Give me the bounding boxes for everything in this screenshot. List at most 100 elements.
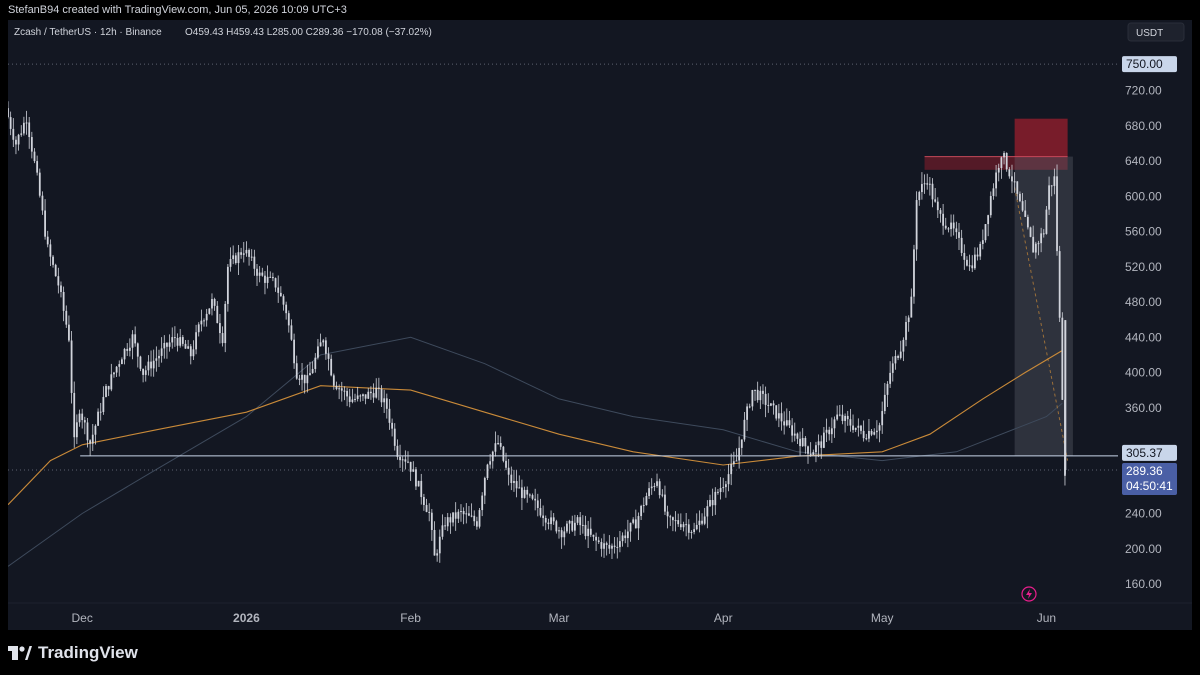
candle-body [335, 385, 338, 390]
candle-body [332, 375, 335, 386]
candle-body [192, 349, 195, 357]
candle-body [1000, 157, 1003, 168]
candle-body [523, 489, 526, 498]
candle-body [359, 395, 362, 397]
candle-body [306, 375, 309, 384]
candle-body [881, 411, 884, 426]
candle-body [121, 359, 123, 365]
chart-panel[interactable]: 160.00 200.00 240.00 360.00 400.00 440.00 480.… [8, 20, 1192, 630]
candle-body [94, 425, 97, 435]
candle-body [166, 342, 168, 347]
candle-body [579, 517, 582, 526]
candle-body [15, 139, 17, 145]
candle-body [311, 368, 314, 374]
candle-body [240, 252, 243, 255]
candle-body [931, 183, 934, 200]
candle-body [242, 253, 245, 255]
alert-icon[interactable] [1021, 586, 1037, 602]
price-tick-label: 360.00 [1125, 401, 1162, 415]
candle-body [645, 496, 648, 506]
legend-ohlc: O459.43 H459.43 L285.00 C289.36 −170.08 … [185, 27, 432, 38]
measure-zone [1014, 156, 1073, 456]
candle-body [1011, 176, 1013, 182]
candle-body [438, 536, 441, 554]
candle-body [836, 414, 839, 420]
candle-body [317, 346, 319, 358]
candle-body [772, 403, 775, 406]
candle-body [576, 517, 579, 523]
candle-body [17, 134, 20, 145]
candle-body [807, 446, 809, 454]
candle-body [981, 240, 984, 244]
candle-body [544, 518, 547, 523]
candle-body [176, 337, 179, 346]
candle-body [134, 334, 137, 344]
candle-body [113, 372, 115, 375]
candle-body [1013, 181, 1016, 183]
candle-body [854, 427, 857, 430]
candle-body [314, 357, 317, 369]
candle-body [46, 236, 49, 245]
candle-body [573, 522, 576, 531]
candle-body [75, 422, 78, 438]
axes-layer: 160.00 200.00 240.00 360.00 400.00 440.00 480.… [8, 84, 1192, 625]
candle-body [282, 296, 285, 305]
candle-body [539, 507, 542, 516]
candle-body [809, 453, 812, 455]
candle-body [555, 521, 558, 532]
candle-body [481, 495, 484, 511]
candle-body [261, 272, 264, 276]
candle-body [571, 520, 574, 531]
candle-body [581, 524, 584, 526]
candle-body [232, 255, 235, 260]
candle-body [796, 433, 799, 439]
candle-body [1026, 216, 1029, 228]
candle-body [939, 210, 942, 214]
candle-body [462, 510, 465, 515]
price-chart[interactable]: 160.00 200.00 240.00 360.00 400.00 440.00 480.… [8, 20, 1192, 630]
candle-body [383, 398, 386, 403]
tradingview-logo[interactable]: TradingView [8, 643, 138, 663]
currency-button[interactable] [1127, 22, 1185, 42]
candle-body [399, 456, 401, 461]
zones-layer [924, 118, 1073, 456]
candle-body [534, 498, 537, 501]
candle-body [987, 215, 990, 225]
candle-body [428, 511, 431, 513]
candle-body [203, 320, 205, 322]
candle-body [833, 419, 836, 429]
candle-body [873, 432, 876, 435]
candle-body [216, 305, 219, 324]
candle-body [860, 425, 862, 431]
candle-body [356, 395, 359, 399]
candle-body [780, 413, 783, 422]
candle-body [256, 268, 258, 276]
candle-body [947, 228, 950, 230]
candle-body [181, 337, 184, 344]
candle-body [735, 460, 738, 462]
candle-body [237, 252, 240, 264]
candle-body [57, 276, 60, 286]
candle-body [770, 403, 772, 406]
candle-body [62, 291, 65, 311]
candle-body [722, 487, 725, 489]
candle-body [279, 292, 282, 297]
time-tick-label: Dec [72, 611, 93, 625]
candle-body [340, 388, 343, 391]
candle-body [28, 122, 31, 138]
candle-body [1045, 209, 1048, 234]
candle-body [743, 419, 746, 440]
candle-body [494, 443, 497, 452]
candle-body [619, 541, 621, 548]
candle-body [1053, 176, 1056, 186]
candle-body [269, 276, 272, 278]
candle-body [454, 512, 457, 519]
candle-body [370, 391, 372, 394]
candle-body [518, 487, 521, 489]
candle-body [433, 529, 436, 556]
candle-body [229, 259, 232, 267]
candle-body [60, 285, 62, 292]
candle-body [195, 332, 197, 350]
candle-body [338, 388, 341, 390]
